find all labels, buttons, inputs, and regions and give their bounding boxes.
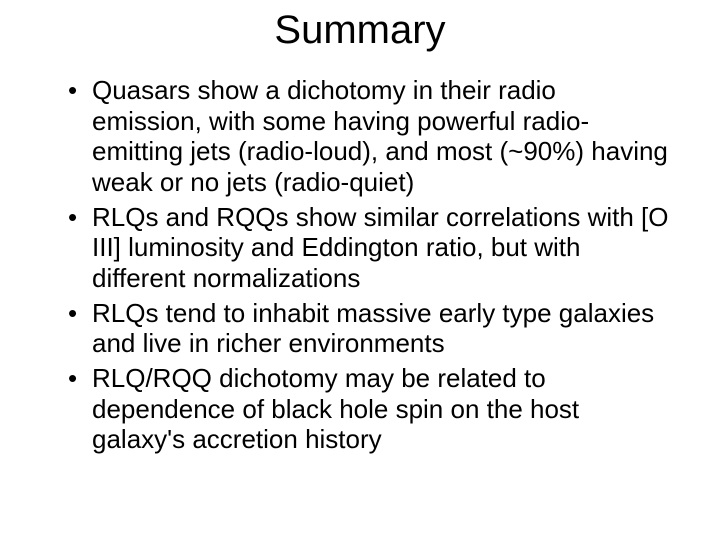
bullet-item: Quasars show a dichotomy in their radio … [92, 75, 670, 198]
bullet-item: RLQs and RQQs show similar correlations … [92, 202, 670, 294]
slide-title: Summary [50, 8, 670, 53]
slide-container: Summary Quasars show a dichotomy in thei… [0, 0, 720, 540]
bullet-item: RLQ/RQQ dichotomy may be related to depe… [92, 363, 670, 455]
bullet-item: RLQs tend to inhabit massive early type … [92, 298, 670, 359]
bullet-list: Quasars show a dichotomy in their radio … [50, 75, 670, 459]
